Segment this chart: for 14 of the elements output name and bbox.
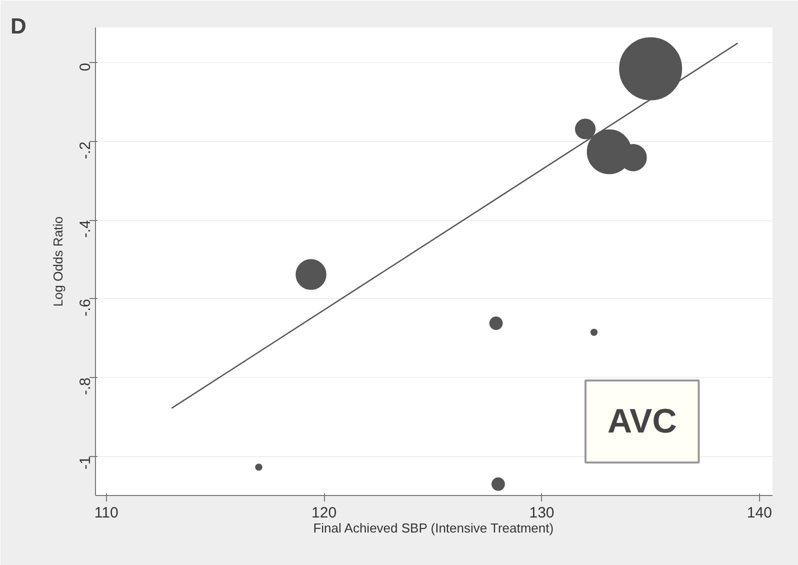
y-tick-label: 0 bbox=[77, 62, 94, 72]
x-tick-label: 140 bbox=[746, 504, 772, 522]
y-tick-label: -1 bbox=[77, 456, 94, 470]
y-axis-title: Log Odds Ratio bbox=[50, 216, 66, 307]
x-tick-label: 110 bbox=[94, 504, 118, 522]
x-axis-title: Final Achieved SBP (Intensive Treatment) bbox=[313, 520, 554, 536]
chart-title: D bbox=[10, 14, 26, 38]
y-tick-label: -.2 bbox=[77, 142, 94, 160]
x-tick-label: 130 bbox=[529, 504, 554, 522]
y-tick-label: -.8 bbox=[77, 378, 94, 396]
x-tick-label: 120 bbox=[312, 504, 337, 522]
y-tick-label: -.4 bbox=[77, 220, 94, 238]
annotation: AVC bbox=[608, 402, 677, 440]
y-tick-label: -.6 bbox=[77, 298, 94, 316]
